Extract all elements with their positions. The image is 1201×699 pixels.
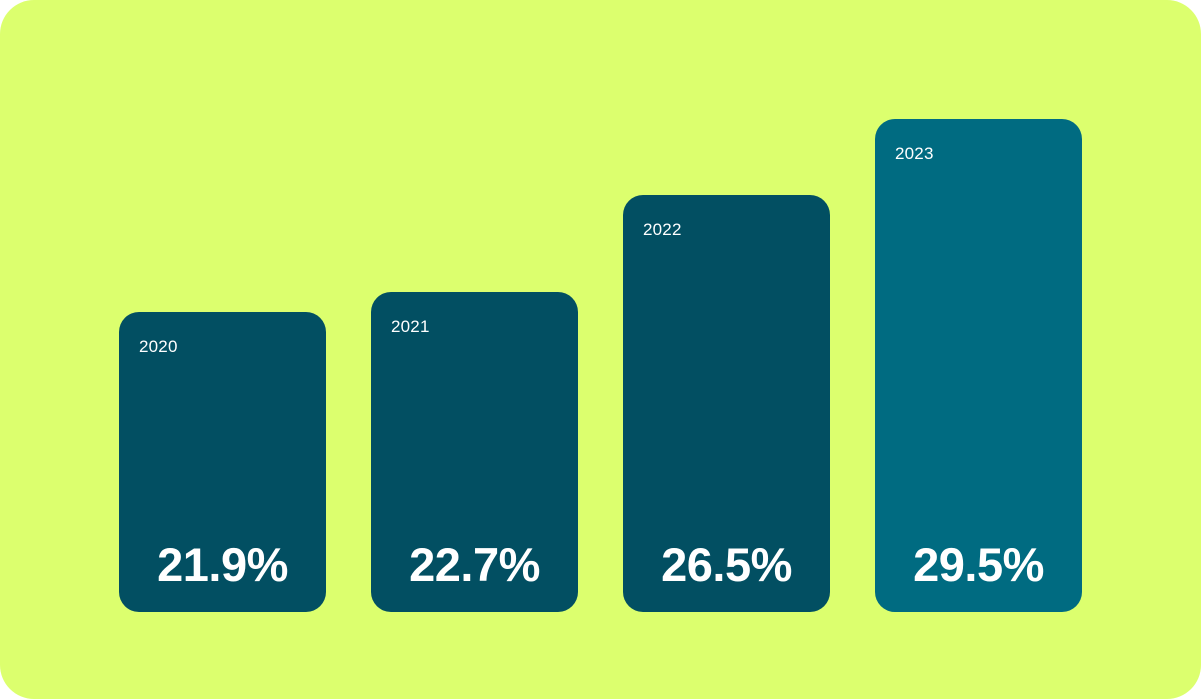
bar-year-label: 2020: [139, 337, 178, 356]
bar-2023: 2023 29.5%: [875, 119, 1082, 612]
bar-2021: 2021 22.7%: [371, 291, 578, 612]
bar-2020: 2020 21.9%: [119, 312, 326, 612]
bar-value-label: 29.5%: [913, 538, 1044, 591]
bar-year-label: 2023: [895, 144, 934, 163]
bar-value-label: 26.5%: [661, 537, 792, 591]
bar-2022: 2022 26.5%: [623, 195, 830, 612]
bar-value-label: 21.9%: [157, 538, 288, 591]
bar-year-label: 2021: [391, 316, 430, 336]
bar-year-label: 2022: [643, 220, 682, 240]
bar-value-label: 22.7%: [409, 537, 540, 591]
